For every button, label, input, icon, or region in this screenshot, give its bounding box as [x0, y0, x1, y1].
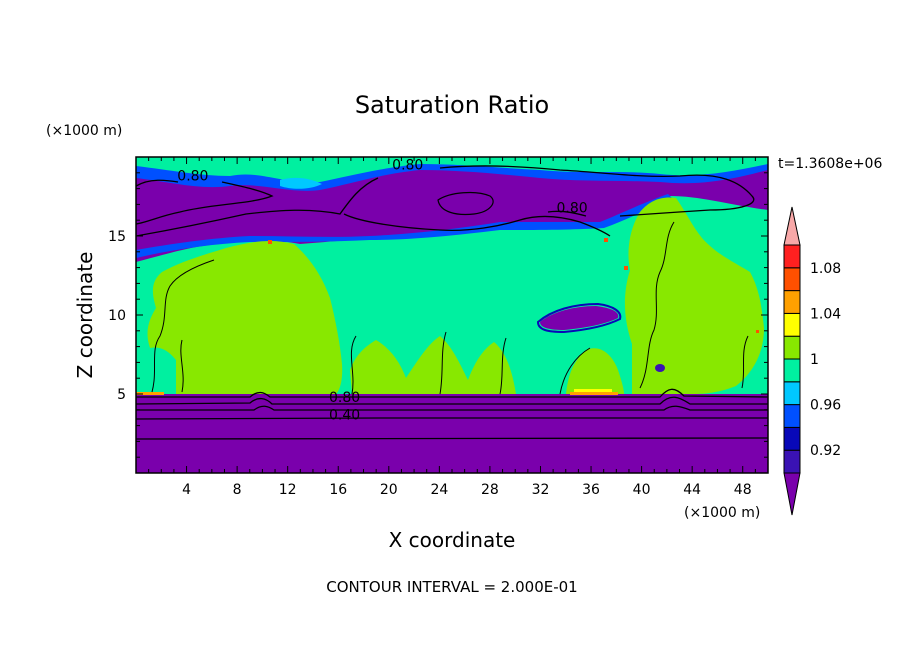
- colorbar: 0.92 0.96 1 1.04 1.08: [783, 206, 841, 516]
- colorbar-segment: [783, 358, 801, 383]
- contour-line-upper-080d: [547, 210, 587, 217]
- colorbar-segment: [783, 267, 801, 292]
- x-tick-label: 8: [233, 482, 242, 498]
- x-tick-label: 24: [430, 482, 448, 498]
- y-tick-label: 5: [117, 387, 126, 403]
- contour-line-lower-080b: [136, 396, 768, 405]
- colorbar-tick-label: 1.04: [810, 306, 841, 322]
- x-tick-label: 40: [633, 482, 651, 498]
- y-axis-ticks: 5 10 15: [108, 172, 768, 458]
- contour-line-lower-020: [136, 437, 768, 440]
- x-tick-label: 44: [683, 482, 701, 498]
- y-axis-label: Z coordinate: [73, 252, 97, 379]
- x-tick-label: 36: [582, 482, 600, 498]
- x-tick-label: 20: [380, 482, 398, 498]
- region-center-green-1: [350, 336, 516, 394]
- region-top-cyan: [280, 177, 322, 189]
- y-tick-label: 15: [108, 229, 126, 245]
- contour-label: 0.80: [329, 390, 360, 406]
- colorbar-segment: [783, 290, 801, 314]
- colorbar-tick-label: 1: [810, 352, 819, 368]
- colorbar-lower-arrow: [783, 472, 801, 516]
- x-tick-label: 4: [182, 482, 191, 498]
- colorbar-segment: [783, 244, 801, 269]
- contour-interval-note: CONTOUR INTERVAL = 2.000E-01: [326, 578, 577, 596]
- contour-label: 0.40: [329, 407, 360, 423]
- contour-label: 0.80: [556, 200, 587, 216]
- colorbar-segment: [783, 426, 801, 451]
- y-unit-label: (×1000 m): [46, 123, 122, 139]
- x-tick-label: 12: [279, 482, 297, 498]
- contour-labels: 0.800.800.800.800.40: [177, 158, 587, 424]
- contour-line-lower-040: [136, 417, 768, 420]
- contour-label: 0.80: [392, 158, 423, 174]
- y-tick-label: 10: [108, 308, 126, 324]
- colorbar-segment: [783, 404, 801, 428]
- x-axis-label: X coordinate: [389, 528, 516, 552]
- contour-line-lower-080a: [136, 388, 768, 398]
- contour-line-mid-center: [350, 331, 591, 395]
- region-right-green: [624, 197, 764, 394]
- contour-line-upper-080c: [343, 213, 611, 237]
- contour-line-upper-loop: [437, 191, 494, 216]
- region-left-green: [147, 241, 343, 394]
- colorbar-segment: [783, 335, 801, 360]
- colorbar-segment: [783, 312, 801, 337]
- x-tick-label: 32: [532, 482, 550, 498]
- chart-title: Saturation Ratio: [355, 91, 549, 119]
- x-axis-ticks: 4 8 12 16 20 24 28 32 36 40 44 48: [148, 157, 756, 498]
- contour-line-upper-080b: [136, 165, 755, 237]
- colorbar-tick-label: 0.92: [810, 443, 841, 459]
- region-orange-streak-2: [570, 392, 618, 395]
- x-unit-label: (×1000 m): [684, 505, 760, 521]
- colorbar-segment: [783, 381, 801, 406]
- contour-line-mid-right: [639, 221, 749, 389]
- colorbar-upper-arrow: [783, 206, 801, 246]
- region-dry-pocket-rim: [536, 302, 622, 334]
- x-tick-label: 16: [329, 482, 347, 498]
- x-tick-label: 28: [481, 482, 499, 498]
- colorbar-tick-label: 0.96: [810, 398, 841, 414]
- contour-line-lower-060: [136, 405, 768, 411]
- contour-label: 0.80: [177, 169, 208, 185]
- region-dry-pocket: [540, 306, 619, 330]
- region-small-dry-spot: [655, 364, 665, 372]
- contour-line-upper-080a: [136, 179, 274, 225]
- contour-line-mid-left: [151, 259, 215, 393]
- colorbar-segment: [783, 449, 801, 474]
- region-center-green-2: [566, 348, 624, 394]
- region-upper-blue: [136, 194, 672, 258]
- region-yellow-streak: [574, 389, 612, 392]
- contour-field: 0.800.800.800.800.40: [136, 157, 768, 473]
- time-label: t=1.3608e+06: [778, 156, 882, 172]
- x-tick-label: 48: [734, 482, 752, 498]
- colorbar-tick-label: 1.08: [810, 261, 841, 277]
